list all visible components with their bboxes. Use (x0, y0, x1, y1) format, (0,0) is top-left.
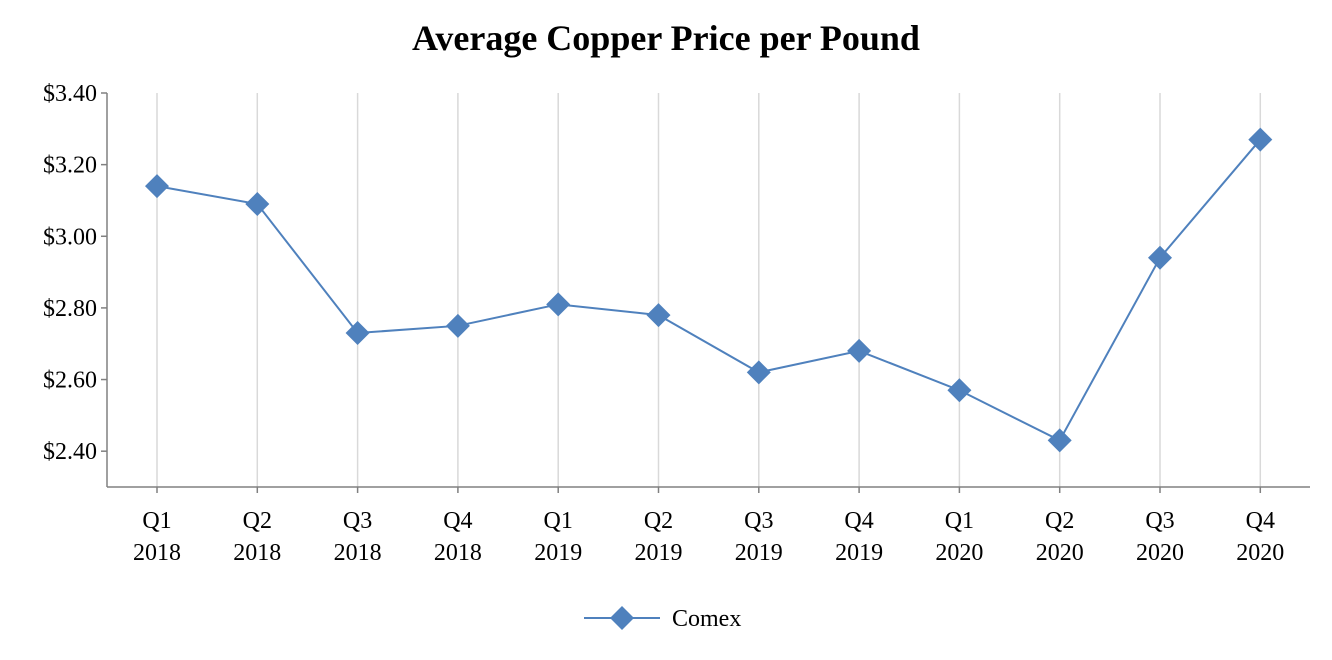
x-tick-label: Q2 2018 (233, 508, 281, 566)
grid-lines (156, 93, 1262, 487)
data-point-marker (345, 320, 370, 345)
y-tick-label: $3.40 (43, 81, 97, 107)
legend: Comex (584, 606, 741, 632)
x-tick-label: Q4 2020 (1236, 508, 1284, 566)
x-tick-label: Q3 2020 (1136, 508, 1184, 566)
x-tick-label: Q1 2020 (935, 508, 983, 566)
y-tick-label: $2.80 (43, 296, 97, 322)
data-point-marker (245, 192, 270, 217)
x-tick-label: Q2 2019 (635, 508, 683, 566)
chart-title: Average Copper Price per Pound (412, 18, 920, 58)
series-line (156, 138, 1262, 442)
data-point-marker (847, 338, 872, 363)
x-axis-tick-labels: Q1 2018 Q2 2018 Q3 2018 Q4 2018 Q1 2019 Q2 2019 Q3 20… (133, 487, 1284, 566)
data-point-marker (145, 174, 169, 199)
x-tick-label: Q3 2018 (334, 508, 382, 566)
y-tick-label: $3.20 (43, 153, 97, 179)
x-tick-label: Q1 2019 (534, 508, 582, 566)
y-tick-label: $3.00 (43, 224, 97, 250)
x-tick-label: Q2 2020 (1036, 508, 1084, 566)
data-point-marker (947, 378, 972, 403)
y-tick-label: $2.40 (43, 439, 97, 465)
axes (106, 93, 1310, 488)
data-point-marker (646, 303, 671, 328)
y-axis-tick-labels: $2.40 $2.60 $2.80 $3.00 $3.20 $3.40 (43, 81, 107, 465)
x-tick-label: Q1 2018 (133, 508, 181, 566)
legend-label: Comex (672, 606, 741, 632)
data-point-marker (445, 313, 470, 338)
x-tick-label: Q3 2019 (735, 508, 783, 566)
x-tick-label: Q4 2019 (835, 508, 883, 566)
y-tick-label: $2.60 (43, 368, 97, 394)
data-point-marker (1047, 428, 1072, 453)
data-point-marker (746, 360, 771, 385)
x-tick-label: Q4 2018 (434, 508, 482, 566)
series-comex (145, 127, 1273, 453)
data-point-marker (1248, 127, 1273, 152)
legend-marker-diamond (610, 606, 634, 630)
data-point-marker (546, 292, 571, 317)
data-point-marker (1148, 245, 1172, 270)
